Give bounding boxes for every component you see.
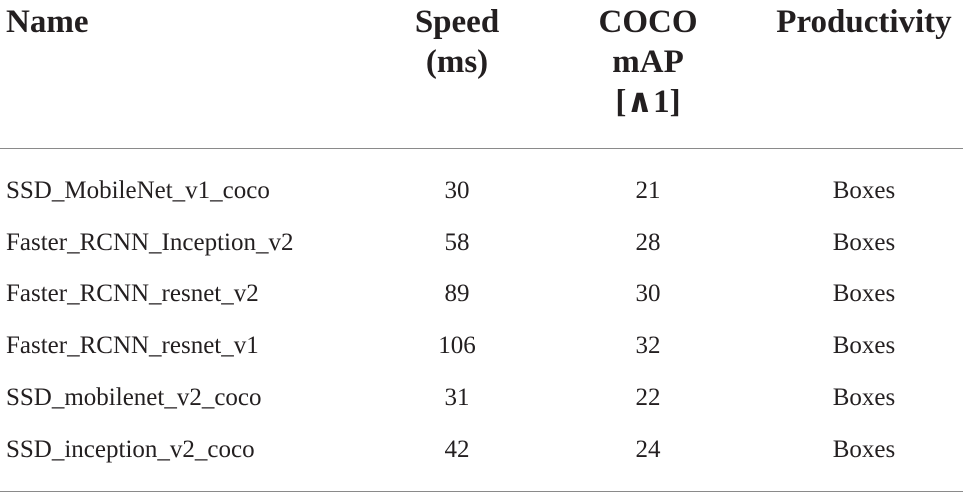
cell-productivity: Boxes xyxy=(832,436,896,463)
cell-name: SSD_mobilenet_v2_coco xyxy=(6,384,262,411)
cell-speed: 31 xyxy=(444,384,470,411)
cell-productivity: Boxes xyxy=(832,177,896,204)
cell-name: SSD_MobileNet_v1_coco xyxy=(6,177,270,204)
cell-productivity: Boxes xyxy=(832,332,896,359)
table-row: SSD_MobileNet_v1_coco 30 21 Boxes xyxy=(0,171,969,211)
cell-productivity: Boxes xyxy=(832,280,896,307)
cell-productivity: Boxes xyxy=(832,384,896,411)
cell-name: SSD_inception_v2_coco xyxy=(6,436,255,463)
cell-name: Faster_RCNN_Inception_v2 xyxy=(6,229,294,256)
cell-speed: 89 xyxy=(444,280,470,307)
cell-name: Faster_RCNN_resnet_v1 xyxy=(6,332,259,359)
cell-productivity: Boxes xyxy=(832,229,896,256)
header-divider xyxy=(0,148,963,149)
table-row: Faster_RCNN_resnet_v1 106 32 Boxes xyxy=(0,326,969,366)
cell-coco-map: 28 xyxy=(635,229,661,256)
header-productivity: Productivity xyxy=(776,4,952,40)
cell-speed: 30 xyxy=(444,177,470,204)
cell-coco-map: 32 xyxy=(635,332,661,359)
cell-speed: 58 xyxy=(444,229,470,256)
cell-coco-map: 30 xyxy=(635,280,661,307)
cell-coco-map: 22 xyxy=(635,384,661,411)
table-row: SSD_inception_v2_coco 42 24 Boxes xyxy=(0,430,969,470)
cell-speed: 106 xyxy=(438,332,476,359)
cell-coco-map: 24 xyxy=(635,436,661,463)
table-row: Faster_RCNN_Inception_v2 58 28 Boxes xyxy=(0,223,969,263)
cell-coco-map: 21 xyxy=(635,177,661,204)
table-bottom-rule xyxy=(0,491,963,492)
header-name: Name xyxy=(6,4,89,40)
table-row: SSD_mobilenet_v2_coco 31 22 Boxes xyxy=(0,378,969,418)
cell-speed: 42 xyxy=(444,436,470,463)
table-row: Faster_RCNN_resnet_v2 89 30 Boxes xyxy=(0,274,969,314)
header-speed: Speed (ms) xyxy=(414,4,500,80)
header-coco-map: COCO mAP [∧1] xyxy=(598,4,698,120)
cell-name: Faster_RCNN_resnet_v2 xyxy=(6,280,259,307)
